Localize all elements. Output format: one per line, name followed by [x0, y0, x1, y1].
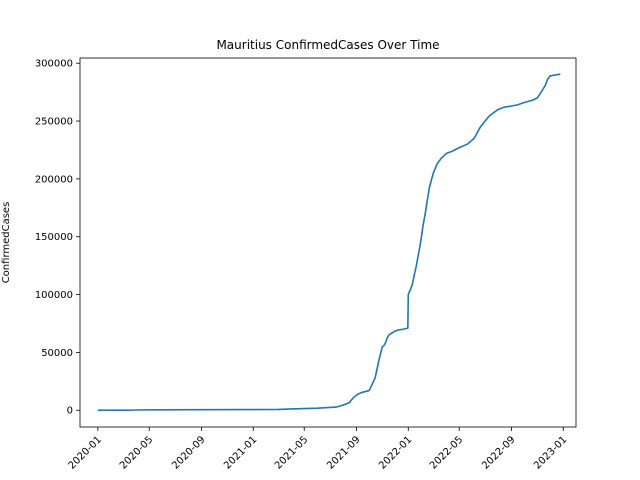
y-tick-label-6: 300000	[35, 59, 73, 70]
series-layer	[97, 73, 561, 412]
y-axis: 0 50000 100000 150000 200000 250000 300000	[35, 59, 80, 417]
y-tick-label-1: 50000	[41, 348, 73, 359]
plot-area-frame	[79, 57, 577, 428]
y-tick-label-2: 100000	[35, 290, 73, 301]
y-tick-label-5: 250000	[35, 117, 73, 128]
y-tick-label-4: 200000	[35, 174, 73, 185]
y-axis-label: ConfirmedCases	[1, 202, 12, 284]
series-line-0	[97, 73, 561, 412]
chart-title: Mauritius ConfirmedCases Over Time	[216, 38, 439, 52]
y-tick-label-3: 150000	[35, 232, 73, 243]
y-tick-label-0: 0	[67, 406, 73, 417]
